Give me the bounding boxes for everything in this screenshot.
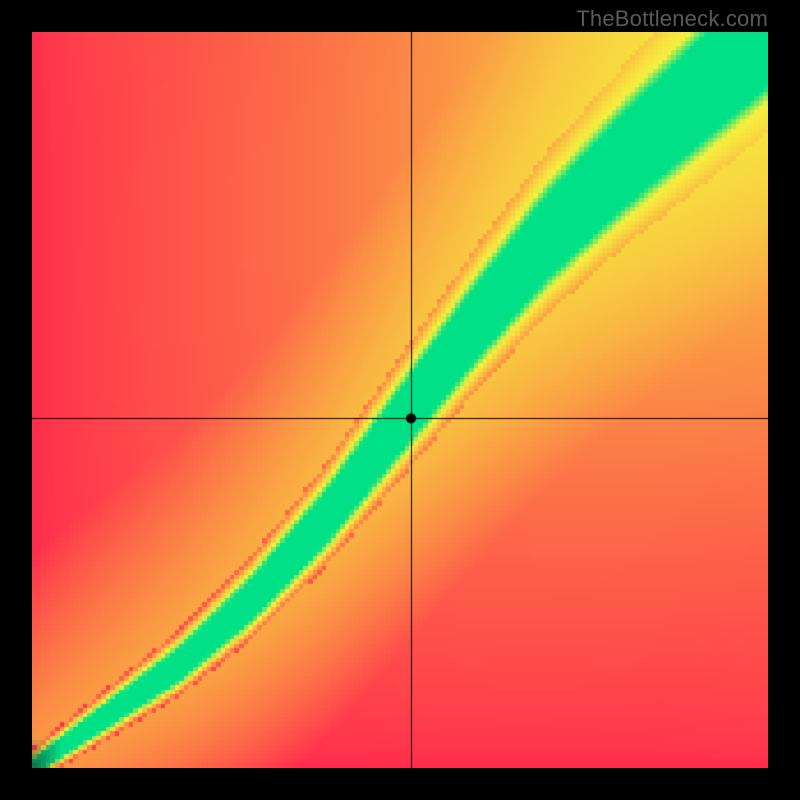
crosshair-overlay bbox=[32, 32, 768, 768]
watermark-text: TheBottleneck.com bbox=[576, 6, 768, 32]
chart-frame: TheBottleneck.com bbox=[0, 0, 800, 800]
